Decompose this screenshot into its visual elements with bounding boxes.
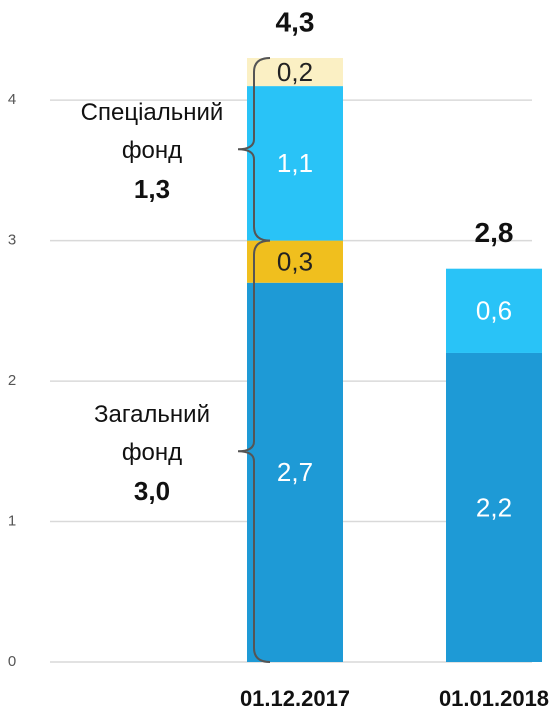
segment-label: 0,3 <box>277 247 313 277</box>
segment-label: 0,2 <box>277 57 313 87</box>
annotation-text: Спеціальний фонд <box>80 99 224 165</box>
segment-label: 1,1 <box>277 148 313 178</box>
annotation: Загальний фонд 3,0 <box>72 396 232 510</box>
segment-label: 2,7 <box>277 457 313 487</box>
brace <box>237 239 271 663</box>
annotation-text: Загальний фонд <box>94 401 210 467</box>
segment-label: 0,6 <box>476 296 512 326</box>
bar-segment <box>247 86 343 241</box>
bar-segment <box>446 352 542 662</box>
total-label: 2,8 <box>475 217 514 248</box>
y-tick-label: 0 <box>8 653 16 670</box>
bar-segment <box>446 268 542 353</box>
bar-segment <box>247 240 343 283</box>
bar-segment <box>247 282 343 662</box>
bar-segment <box>247 58 343 87</box>
y-tick-label: 2 <box>8 372 16 389</box>
y-tick-label: 4 <box>8 91 16 108</box>
x-tick-label: 01.01.2018 <box>439 686 549 711</box>
annotation-value: 1,3 <box>133 174 171 205</box>
total-label: 4,3 <box>276 6 315 37</box>
x-tick-label: 01.12.2017 <box>240 686 350 711</box>
brace <box>237 57 271 242</box>
annotation-value: 3,0 <box>133 476 171 507</box>
y-tick-label: 1 <box>8 513 16 530</box>
annotation: Спеціальний фонд 1,3 <box>72 94 232 208</box>
segment-label: 2,2 <box>476 492 512 522</box>
y-tick-label: 3 <box>8 232 16 249</box>
